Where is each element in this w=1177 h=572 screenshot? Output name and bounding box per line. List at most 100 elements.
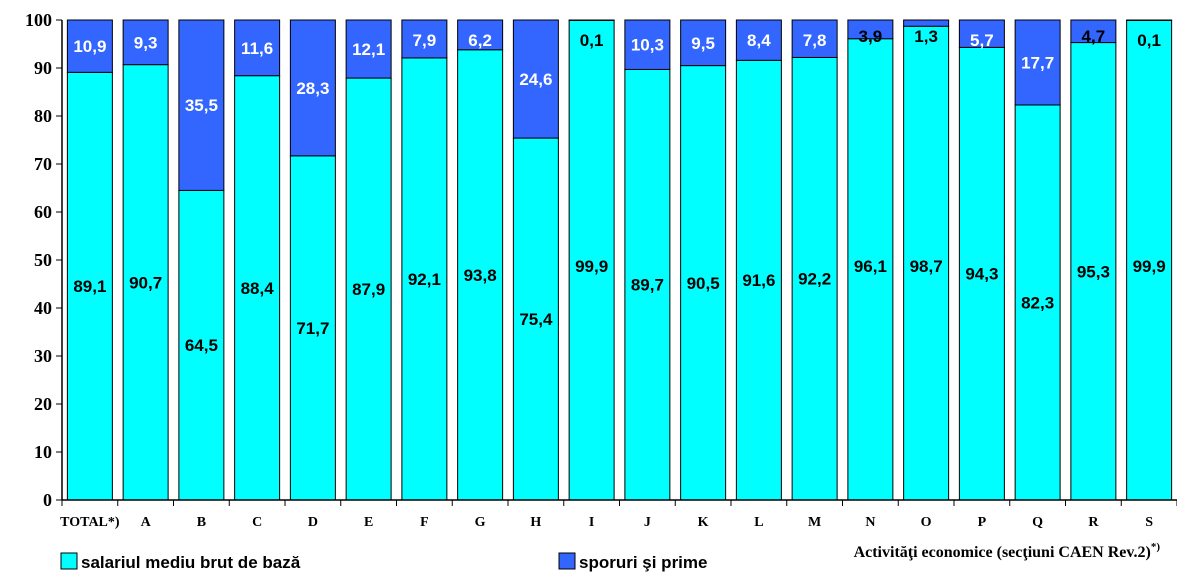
bar-base-salary	[457, 49, 504, 501]
bar-bonuses	[178, 19, 225, 191]
x-axis-title: Activităţi economice (secţiuni CAEN Rev.…	[854, 541, 1161, 561]
x-tick-label: L	[754, 515, 763, 530]
bar-base-salary	[568, 19, 615, 501]
data-label-base-salary: 89,1	[73, 277, 106, 296]
bar-base-salary	[847, 38, 894, 501]
data-label-bonuses: 24,6	[519, 70, 552, 89]
bar-base-salary	[345, 77, 392, 501]
bar-base-salary	[512, 137, 559, 501]
bar-bonuses	[624, 19, 671, 70]
x-tick-label: I	[589, 515, 594, 530]
y-tick-label: 80	[34, 106, 52, 126]
y-axis: 0 10 20 30 40 50 60 70 80 90 100	[25, 10, 63, 510]
data-label-bonuses: 35,5	[185, 96, 218, 115]
data-label-base-salary: 96,1	[854, 257, 887, 276]
legend-swatch-base-salary	[60, 552, 78, 570]
data-label-base-salary: 99,9	[1133, 257, 1166, 276]
data-label-base-salary: 89,7	[631, 276, 664, 295]
data-label-bonuses: 3,9	[859, 27, 883, 46]
bar-bonuses	[680, 19, 727, 67]
x-tick-label: TOTAL*)	[60, 515, 120, 530]
data-label-bonuses: 0,1	[1137, 31, 1161, 50]
x-tick-label: A	[141, 515, 152, 530]
data-label-bonuses: 11,6	[241, 39, 273, 58]
data-label-base-salary: 95,3	[1077, 262, 1110, 281]
data-label-base-salary: 90,7	[129, 273, 162, 292]
data-label-bonuses: 9,5	[691, 34, 715, 53]
data-label-base-salary: 71,7	[296, 319, 329, 338]
x-tick-label: M	[808, 515, 821, 530]
y-tick-label: 10	[34, 442, 52, 462]
bar-bonuses	[903, 19, 950, 27]
bar-bonuses	[345, 19, 392, 79]
x-tick-label: C	[252, 515, 262, 530]
bar-base-salary	[1070, 42, 1117, 501]
data-label-base-salary: 98,7	[910, 257, 943, 276]
data-label-base-salary: 92,2	[798, 270, 831, 289]
legend-label-bonuses: sporuri şi prime	[579, 553, 707, 572]
data-label-base-salary: 93,8	[464, 266, 497, 285]
data-label-bonuses: 8,4	[747, 31, 771, 50]
data-label-base-salary: 99,9	[575, 257, 608, 276]
bar-bonuses	[958, 19, 1005, 48]
x-tick-label: R	[1088, 515, 1099, 530]
data-label-bonuses: 4,7	[1082, 27, 1106, 46]
legend-swatch-bonuses	[558, 552, 576, 570]
y-tick-label: 30	[34, 346, 52, 366]
data-label-bonuses: 5,7	[970, 31, 994, 50]
x-tick-label: P	[978, 515, 987, 530]
y-tick-label: 0	[43, 490, 52, 510]
bar-bonuses	[122, 19, 169, 66]
x-tick-label: E	[364, 515, 373, 530]
data-label-base-salary: 90,5	[687, 274, 720, 293]
bar-bonuses	[847, 19, 894, 40]
bar-base-salary	[1126, 19, 1173, 501]
data-labels-group: 89,1 10,9 90,7 9,3 64,5 35,5 88,4 11,6 71,7 28,3 8…	[73, 27, 1165, 355]
x-tick-label: B	[197, 515, 206, 530]
data-label-bonuses: 0,1	[580, 31, 604, 50]
bar-bonuses	[401, 19, 448, 59]
data-label-bonuses: 9,3	[134, 33, 158, 52]
bar-base-salary	[401, 57, 448, 501]
x-tick-label: K	[698, 515, 709, 530]
bars-group	[66, 19, 1173, 501]
data-label-bonuses: 1,3	[914, 27, 938, 46]
data-label-bonuses: 10,9	[73, 37, 106, 56]
data-label-base-salary: 94,3	[965, 265, 998, 284]
legend-label-base-salary: salariul mediu brut de bază	[81, 553, 301, 572]
bar-bonuses	[457, 19, 504, 51]
x-tick-label: D	[308, 515, 318, 530]
x-tick-label: N	[865, 515, 875, 530]
bar-bonuses	[234, 19, 281, 77]
data-label-bonuses: 7,8	[803, 31, 827, 50]
y-tick-label: 50	[34, 250, 52, 270]
data-label-base-salary: 64,5	[185, 336, 218, 355]
bar-base-salary	[735, 59, 782, 501]
data-label-bonuses: 10,3	[631, 36, 664, 55]
bar-bonuses	[1070, 19, 1117, 44]
bar-base-salary	[791, 56, 838, 501]
bar-bonuses	[735, 19, 782, 61]
bar-base-salary	[66, 71, 113, 501]
x-tick-label: Q	[1032, 515, 1043, 530]
data-label-base-salary: 91,6	[742, 271, 775, 290]
x-tick-label: G	[475, 515, 486, 530]
data-label-bonuses: 28,3	[296, 79, 329, 98]
bar-base-salary	[903, 25, 950, 501]
y-tick-label: 60	[34, 202, 52, 222]
x-tick-label: O	[921, 515, 932, 530]
data-label-base-salary: 92,1	[408, 270, 441, 289]
data-label-base-salary: 75,4	[519, 310, 553, 329]
bar-bonuses	[289, 19, 336, 157]
x-tick-label: F	[420, 515, 429, 530]
bar-bonuses	[1014, 19, 1061, 106]
data-label-base-salary: 87,9	[352, 280, 385, 299]
bar-base-salary	[624, 68, 671, 501]
bar-base-salary	[178, 189, 225, 501]
x-tick-label: S	[1145, 515, 1153, 530]
data-label-bonuses: 17,7	[1021, 53, 1054, 72]
x-axis: TOTAL*) A B C D E F G H I J K L M N O P Q R S	[60, 499, 1177, 530]
x-tick-label: J	[644, 515, 651, 530]
data-label-bonuses: 12,1	[352, 40, 385, 59]
